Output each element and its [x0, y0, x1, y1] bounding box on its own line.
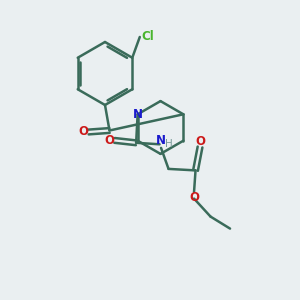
Text: O: O [189, 191, 199, 204]
Text: N: N [156, 134, 166, 147]
Text: H: H [165, 139, 172, 149]
Text: O: O [195, 135, 205, 148]
Text: Cl: Cl [141, 30, 154, 43]
Text: N: N [133, 108, 142, 121]
Text: O: O [78, 125, 88, 139]
Text: O: O [104, 134, 114, 147]
